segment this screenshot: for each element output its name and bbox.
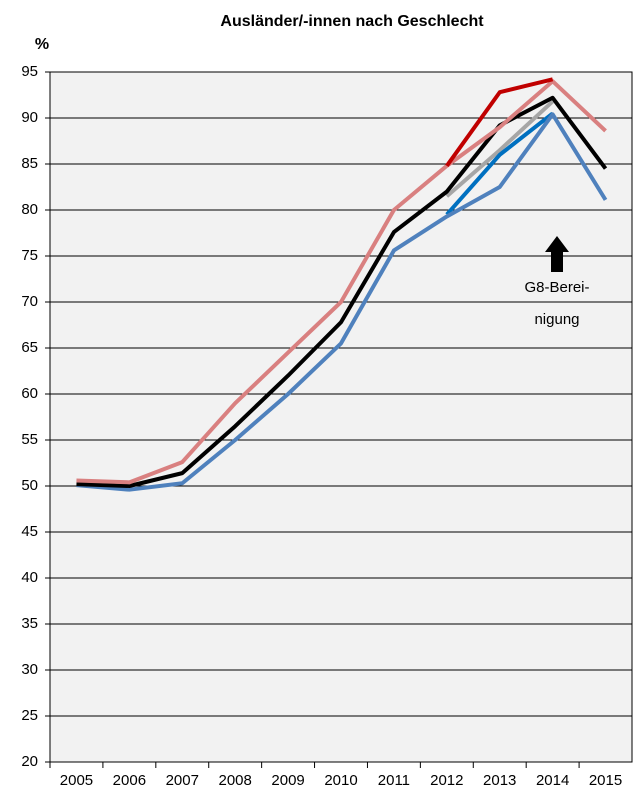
y-axis-label: % [35,36,49,53]
y-tick-label: 50 [21,477,38,494]
line-series [445,99,554,198]
y-tick-label: 65 [21,339,38,356]
x-tick-label: 2009 [271,772,304,789]
x-tick-label: 2006 [113,772,146,789]
x-tick-label: 2012 [430,772,463,789]
x-tick-label: 2011 [378,772,410,789]
arrow [545,236,569,272]
line-series [445,111,554,216]
y-tick-label: 75 [21,247,38,264]
annotation: G8-Berei- [524,279,589,296]
x-tick-label: 2007 [166,772,199,789]
y-tick-label: 70 [21,293,38,310]
x-tick-label: 2005 [60,772,93,789]
line-series [76,112,608,492]
annotation: nigung [534,311,579,328]
y-tick-label: 95 [21,63,38,80]
x-tick-label: 2015 [589,772,622,789]
line-series [76,95,608,488]
plot-area [49,71,633,763]
y-tick-label: 45 [21,523,38,540]
y-tick-label: 40 [21,569,38,586]
y-tick-label: 85 [21,155,38,172]
y-tick-label: 60 [21,385,38,402]
y-tick-label: 35 [21,615,38,632]
y-tick-label: 90 [21,109,38,126]
chart-title: Ausländer/-innen nach Geschlecht [220,13,484,30]
y-tick-label: 55 [21,431,38,448]
y-tick-label: 20 [21,753,38,770]
y-tick-label: 25 [21,707,38,724]
x-tick-label: 2013 [483,772,516,789]
x-tick-label: 2014 [536,772,569,789]
y-tick-label: 80 [21,201,38,218]
line-series [445,77,554,168]
x-tick-label: 2010 [324,772,357,789]
x-tick-label: 2008 [218,772,251,789]
y-tick-label: 30 [21,661,38,678]
line-series [76,79,607,485]
